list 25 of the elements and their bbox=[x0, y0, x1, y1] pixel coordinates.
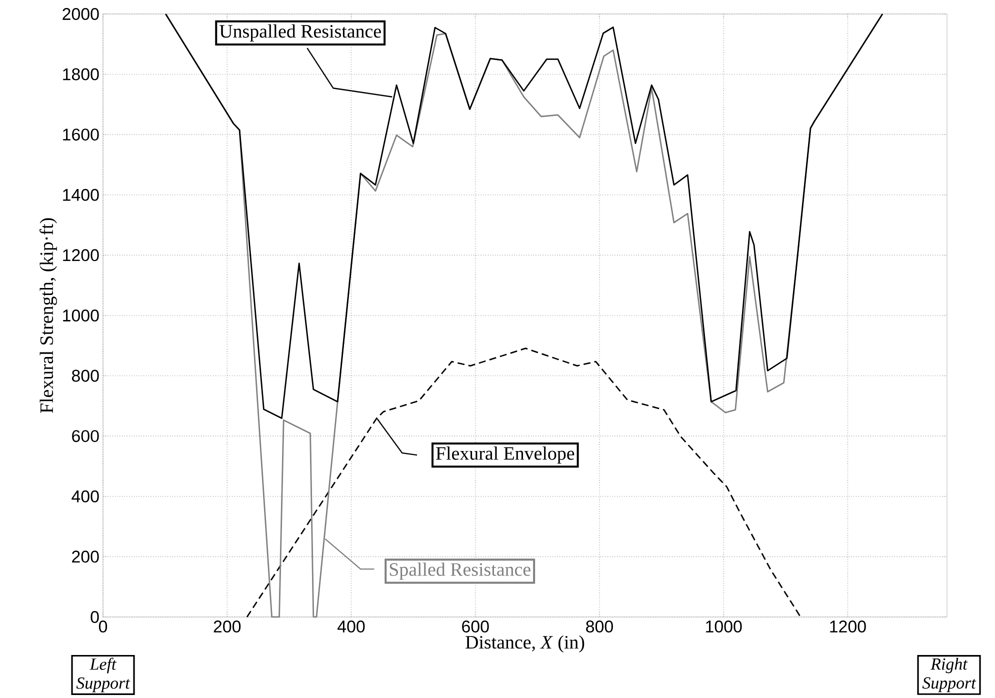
y-axis-title: Flexural Strength, (kip·ft) bbox=[40, 218, 57, 413]
text: Flexural Envelope bbox=[436, 446, 574, 464]
text: Left Support bbox=[76, 658, 130, 692]
y-tick-label: 400 bbox=[72, 490, 99, 502]
y-tick-label: 1400 bbox=[63, 188, 99, 201]
x-tick-label: 600 bbox=[462, 620, 489, 633]
x-axis-title: Distance, X (in) bbox=[466, 635, 584, 652]
y-tick-label: 1200 bbox=[63, 249, 99, 262]
x-tick-label: 400 bbox=[338, 620, 365, 633]
x-tick-label: 1000 bbox=[706, 620, 742, 633]
y-tick-label: 0 bbox=[90, 610, 99, 623]
x-tick-label: 0 bbox=[98, 620, 108, 633]
y-tick-label: 600 bbox=[72, 430, 99, 442]
series-label: Unspalled Resistance bbox=[220, 24, 381, 42]
y-tick-label: 1800 bbox=[63, 68, 99, 80]
x-tick-label: 200 bbox=[214, 620, 241, 633]
x-tick-label: 800 bbox=[586, 620, 613, 633]
y-tick-label: 2000 bbox=[62, 8, 99, 20]
x-tick-label: 1200 bbox=[830, 620, 866, 633]
text: Right Support bbox=[922, 658, 976, 692]
y-tick-label: 800 bbox=[72, 370, 99, 382]
y-tick-label: 1600 bbox=[63, 128, 99, 141]
y-tick-label: 200 bbox=[72, 550, 99, 563]
y-tick-label: 1000 bbox=[63, 309, 99, 322]
text: Spalled Resistance bbox=[390, 562, 530, 580]
